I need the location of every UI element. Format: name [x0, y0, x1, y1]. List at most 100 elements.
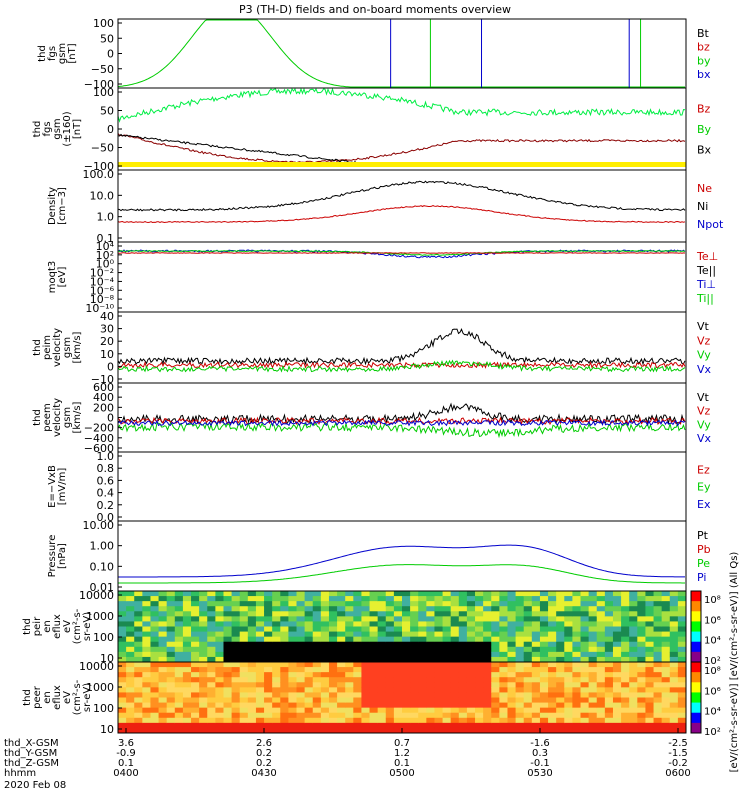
- spectrogram-cell: [507, 697, 517, 704]
- spectrogram-cell: [134, 677, 143, 683]
- spectrogram-cell: [402, 636, 411, 643]
- spectrogram-cell: [621, 667, 630, 673]
- spectrogram-cell: [215, 631, 224, 638]
- y-axis-label: thd: [32, 339, 43, 356]
- spectrogram-cell: [199, 717, 208, 724]
- spectrogram-cell: [215, 697, 224, 704]
- spectrogram-cell: [353, 697, 362, 704]
- spectrogram-cell: [126, 727, 135, 733]
- spectrogram-cell: [669, 692, 679, 698]
- spectrogram-cell: [385, 631, 395, 638]
- spectrogram-cell: [320, 662, 330, 668]
- spectrogram-cell: [564, 626, 573, 633]
- spectrogram-cell: [377, 692, 387, 698]
- legend-Vx: Vx: [697, 363, 712, 376]
- spectrogram-cell: [653, 692, 663, 698]
- spectrogram-cell: [645, 641, 655, 648]
- spectrogram-cell: [588, 712, 598, 719]
- y-tick-label: 20: [100, 335, 114, 348]
- spectrogram-cell: [264, 646, 273, 653]
- spectrogram-cell: [393, 631, 403, 638]
- spectrogram-cell: [531, 712, 541, 719]
- y-tick-label: 10: [100, 652, 114, 665]
- spectrogram-cell: [264, 621, 273, 627]
- spectrogram-cell: [402, 596, 411, 602]
- spectrogram-cell: [450, 596, 460, 602]
- spectrogram-cell: [458, 621, 468, 627]
- spectrogram-cell: [596, 596, 606, 602]
- spectrogram-cell: [572, 651, 582, 658]
- spectrogram-cell: [491, 702, 500, 709]
- spectrogram-cell: [304, 707, 314, 714]
- y-tick-label: 10.00: [83, 519, 115, 532]
- spectrogram-cell: [288, 636, 298, 643]
- spectrogram-cell: [475, 651, 484, 658]
- spectrogram-cell: [361, 606, 371, 612]
- spectrogram-cell: [150, 601, 160, 607]
- spectrogram-cell: [182, 702, 192, 709]
- y-axis-label: fgs: [42, 121, 53, 136]
- spectrogram-cell: [247, 722, 257, 729]
- spectrogram-cell: [272, 636, 281, 643]
- spectrogram-cell: [515, 667, 525, 673]
- spectrogram-cell: [426, 662, 435, 668]
- spectrogram-cell: [604, 611, 614, 617]
- spectrogram-cell: [572, 662, 582, 668]
- spectrogram-cell: [434, 717, 444, 724]
- spectrogram-cell: [118, 616, 127, 622]
- spectrogram-cell: [629, 651, 638, 658]
- spectrogram-cell: [150, 722, 160, 729]
- spectrogram-cell: [174, 722, 184, 729]
- spectrogram-cell: [645, 631, 655, 638]
- spectrogram-cell: [450, 662, 460, 668]
- y-tick-label: −10: [91, 373, 114, 386]
- spectrogram-cell: [247, 631, 257, 638]
- spectrogram-cell: [426, 601, 435, 607]
- y-tick-label: 10: [100, 348, 114, 361]
- spectrogram-cell: [264, 631, 273, 638]
- spectrogram-cell: [328, 672, 338, 678]
- spectrogram-cell: [361, 646, 371, 653]
- spectrogram-cell: [158, 591, 168, 597]
- spectrogram-cell: [239, 601, 249, 607]
- spectrogram-cell: [661, 727, 671, 733]
- spectrogram-cell: [385, 677, 395, 683]
- spectrogram-cell: [466, 631, 476, 638]
- spectrogram-cell: [491, 722, 500, 729]
- spectrogram-cell: [312, 626, 322, 633]
- spectrogram-cell: [280, 631, 289, 638]
- spectrogram-cell: [531, 656, 541, 662]
- spectrogram-cell: [353, 707, 362, 714]
- spectrogram-cell: [458, 662, 468, 668]
- spectrogram-cell: [645, 702, 655, 709]
- spectrogram-cell: [483, 601, 492, 607]
- spectrogram-cell: [264, 601, 273, 607]
- spectrogram-cell: [629, 601, 638, 607]
- spectrogram-cell: [556, 707, 565, 714]
- spectrogram-cell: [483, 616, 492, 622]
- spectrogram-cell: [434, 641, 444, 648]
- spectrogram-cell: [556, 601, 565, 607]
- spectrogram-cell: [458, 631, 468, 638]
- spectrogram-cell: [207, 616, 216, 622]
- spectrogram-cell: [677, 621, 686, 627]
- spectrogram-cell: [410, 687, 419, 693]
- spectrogram-cell: [134, 722, 143, 729]
- spectrogram-cell: [499, 646, 508, 653]
- spectrogram-cell: [166, 712, 176, 719]
- spectrogram-cell: [475, 682, 484, 688]
- spectrogram-cell: [134, 687, 143, 693]
- spectrogram-cell: [150, 692, 160, 698]
- spectrogram-cell: [572, 677, 582, 683]
- spectrogram-cell: [661, 651, 671, 658]
- spectrogram-cell: [239, 662, 249, 668]
- spectrogram-cell: [410, 606, 419, 612]
- y-tick-label: 1000: [86, 681, 114, 694]
- spectrogram-cell: [612, 636, 622, 643]
- spectrogram-cell: [548, 672, 557, 678]
- spectrogram-cell: [604, 722, 614, 729]
- spectrogram-cell: [466, 692, 476, 698]
- spectrogram-cell: [150, 712, 160, 719]
- spectrogram-cell: [491, 717, 500, 724]
- y-axis-label: en: [42, 620, 53, 633]
